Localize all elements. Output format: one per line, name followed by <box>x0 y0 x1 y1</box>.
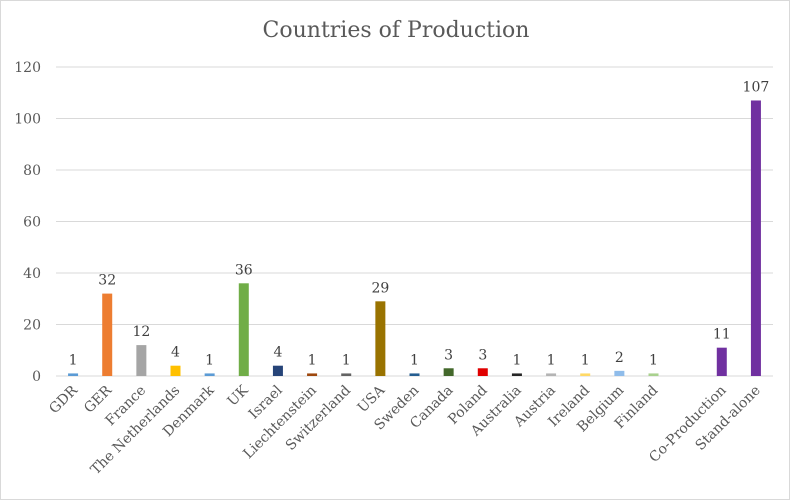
y-tick-label: 60 <box>23 215 41 231</box>
bar <box>614 370 625 376</box>
data-label: 3 <box>478 347 487 363</box>
bar <box>716 347 727 376</box>
y-tick-label: 120 <box>14 60 41 76</box>
data-label: 4 <box>171 345 180 361</box>
bar <box>750 100 761 376</box>
data-label: 1 <box>205 352 214 368</box>
data-label: 1 <box>512 352 521 368</box>
bar <box>272 365 283 376</box>
bar <box>170 365 181 376</box>
bar <box>68 373 79 376</box>
data-label: 1 <box>69 352 78 368</box>
y-tick-label: 0 <box>32 369 41 385</box>
y-tick-label: 40 <box>23 266 41 282</box>
bar <box>238 283 249 376</box>
data-label: 12 <box>132 324 150 340</box>
gridlines <box>56 66 773 377</box>
data-label: 11 <box>713 327 731 343</box>
x-tick-label: GDR <box>46 382 81 417</box>
bar <box>443 368 454 376</box>
data-label: 107 <box>743 79 770 95</box>
bar <box>648 373 659 376</box>
data-label: 36 <box>235 262 253 278</box>
data-label: 1 <box>308 352 317 368</box>
y-axis-ticks: 0 20 40 60 80 100 120 <box>14 60 41 385</box>
data-label: 29 <box>371 280 389 296</box>
data-label: 1 <box>649 352 658 368</box>
bar <box>511 373 522 376</box>
data-label: 1 <box>547 352 556 368</box>
x-tick-label: UK <box>225 382 252 409</box>
bar <box>307 373 318 376</box>
data-label: 32 <box>98 273 116 289</box>
bar <box>409 373 420 376</box>
bar <box>341 373 352 376</box>
bar <box>375 301 386 376</box>
bar <box>204 373 215 376</box>
data-label: 1 <box>581 352 590 368</box>
bar <box>477 368 488 376</box>
bars <box>68 100 761 376</box>
y-tick-label: 80 <box>23 163 41 179</box>
data-label: 4 <box>273 345 282 361</box>
bar <box>136 345 147 376</box>
y-tick-label: 20 <box>23 318 41 334</box>
data-label: 3 <box>444 347 453 363</box>
data-label: 1 <box>410 352 419 368</box>
bar <box>102 293 113 376</box>
bar <box>580 373 591 376</box>
y-tick-label: 100 <box>14 112 41 128</box>
bar <box>546 373 557 376</box>
data-label: 1 <box>342 352 351 368</box>
chart-title: Countries of Production <box>263 18 530 43</box>
data-label: 2 <box>615 350 624 366</box>
